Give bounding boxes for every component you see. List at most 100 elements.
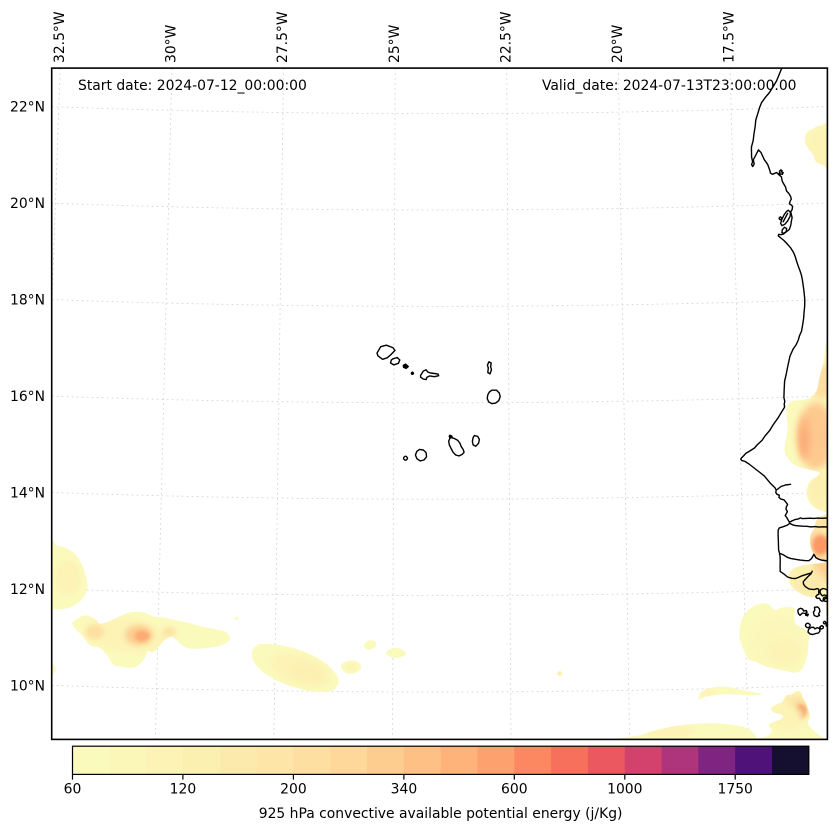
cape-region-layer bbox=[812, 535, 828, 555]
cape-region-layer bbox=[290, 662, 326, 684]
colorbar-segment bbox=[293, 746, 331, 775]
map-border bbox=[50, 67, 829, 741]
colorbar-segment bbox=[661, 746, 699, 775]
cape-region-layer bbox=[558, 672, 562, 675]
parallel-gridline bbox=[51, 491, 828, 500]
colorbar-tick-label: 600 bbox=[501, 782, 528, 798]
coastline bbox=[779, 209, 792, 227]
coastline bbox=[776, 483, 792, 491]
cape-region bbox=[739, 603, 809, 673]
colorbar-segment bbox=[72, 746, 110, 775]
cape-region-layer bbox=[346, 663, 358, 671]
cape-region-layer bbox=[162, 626, 176, 638]
colorbar-segment bbox=[551, 746, 589, 775]
lat-tick-label: 12°N bbox=[10, 582, 45, 598]
cape-region bbox=[340, 660, 362, 674]
cape-region bbox=[698, 686, 763, 700]
colorbar-tick-label: 200 bbox=[280, 782, 307, 798]
cape-region bbox=[385, 647, 406, 659]
coastline bbox=[819, 624, 825, 630]
cape-region bbox=[804, 122, 828, 169]
coastline bbox=[804, 622, 811, 629]
cape-region bbox=[251, 643, 339, 693]
cape-region-layer bbox=[800, 427, 808, 453]
coastline bbox=[819, 587, 828, 597]
meridian-gridline bbox=[154, 68, 173, 740]
colorbar-label: 925 hPa convective available potential e… bbox=[258, 806, 623, 823]
cape-region bbox=[557, 670, 563, 677]
colorbar-segment bbox=[477, 746, 515, 775]
cape-region-base bbox=[363, 640, 377, 650]
parallel-gridline bbox=[51, 588, 828, 597]
colorbar-segment bbox=[109, 746, 147, 775]
meridian-gridline bbox=[51, 68, 61, 312]
cape-region-layer bbox=[134, 630, 150, 642]
colorbar-tick-label: 1750 bbox=[718, 782, 753, 798]
lon-tick-label: 27.5°W bbox=[275, 11, 291, 63]
colorbar-segment bbox=[403, 746, 441, 775]
islet-filled bbox=[410, 371, 415, 376]
islet-filled bbox=[448, 434, 453, 439]
cape-region-layer bbox=[809, 363, 828, 399]
cape-region-base bbox=[234, 616, 239, 621]
colorbar: 60 120 200 340 600 1000 1750 bbox=[64, 745, 810, 798]
map-inner bbox=[51, 68, 828, 740]
cape-contours bbox=[51, 122, 828, 740]
lat-tick-label: 10°N bbox=[10, 678, 45, 694]
colorbar-segment bbox=[219, 746, 257, 775]
lat-tick-label: 22°N bbox=[10, 100, 45, 116]
colorbar-segment bbox=[146, 746, 184, 775]
coastline bbox=[807, 626, 821, 636]
cape-region-layer bbox=[86, 625, 104, 639]
colorbar-segment bbox=[514, 746, 552, 775]
coastline bbox=[376, 344, 396, 360]
coastline bbox=[778, 552, 781, 573]
coastline bbox=[804, 613, 809, 617]
lon-tick-label: 32.5°W bbox=[52, 11, 68, 63]
colorbar-tick-label: 60 bbox=[64, 782, 82, 798]
colorbar-segment bbox=[330, 746, 368, 775]
meridian-gridline bbox=[273, 68, 285, 740]
coastline bbox=[782, 212, 789, 223]
coastline bbox=[486, 389, 501, 405]
lon-tick-label: 17.5°W bbox=[722, 11, 738, 63]
parallel-gridline bbox=[51, 395, 828, 404]
lat-tick-label: 14°N bbox=[10, 485, 45, 501]
coastline bbox=[414, 448, 428, 462]
cape-region-layer bbox=[55, 560, 81, 596]
coastline bbox=[486, 361, 493, 375]
colorbar-segment bbox=[440, 746, 478, 775]
islet-filled bbox=[402, 363, 409, 370]
axis-labels: 32.5°W 30°W 27.5°W 25°W 22.5°W 20°W 17.5°W 22°N… bbox=[10, 11, 738, 694]
colorbar-segment bbox=[367, 746, 405, 775]
gridlines bbox=[51, 68, 828, 740]
start-date-annotation: Start date: 2024-07-12_00:00:00 bbox=[78, 78, 307, 95]
coastline bbox=[812, 606, 821, 618]
coastline bbox=[778, 216, 783, 221]
coastline bbox=[777, 522, 828, 562]
colorbar-segment bbox=[256, 746, 294, 775]
coastlines bbox=[376, 68, 828, 636]
meridian-gridline bbox=[617, 68, 631, 740]
lon-tick-label: 30°W bbox=[164, 24, 180, 63]
coastline bbox=[778, 169, 784, 176]
coastline bbox=[781, 226, 788, 234]
cape-region-layer bbox=[701, 689, 717, 697]
cape-region-layer bbox=[808, 470, 828, 510]
colorbar-segment bbox=[624, 746, 662, 775]
lon-tick-label: 25°W bbox=[387, 24, 403, 63]
coastline bbox=[822, 620, 827, 625]
cape-region bbox=[234, 616, 239, 621]
cape-region-layer bbox=[769, 640, 801, 664]
coastline bbox=[389, 356, 401, 366]
valid-date-annotation: Valid_date: 2024-07-13T23:00:00.00 bbox=[542, 78, 797, 95]
parallel-gridline bbox=[51, 299, 828, 307]
coastline bbox=[740, 68, 828, 523]
lon-tick-label: 20°W bbox=[610, 24, 626, 63]
coastline bbox=[419, 369, 440, 381]
cape-region-layer bbox=[772, 704, 804, 728]
meridian-gridline bbox=[506, 68, 512, 740]
lat-tick-label: 20°N bbox=[10, 196, 45, 212]
